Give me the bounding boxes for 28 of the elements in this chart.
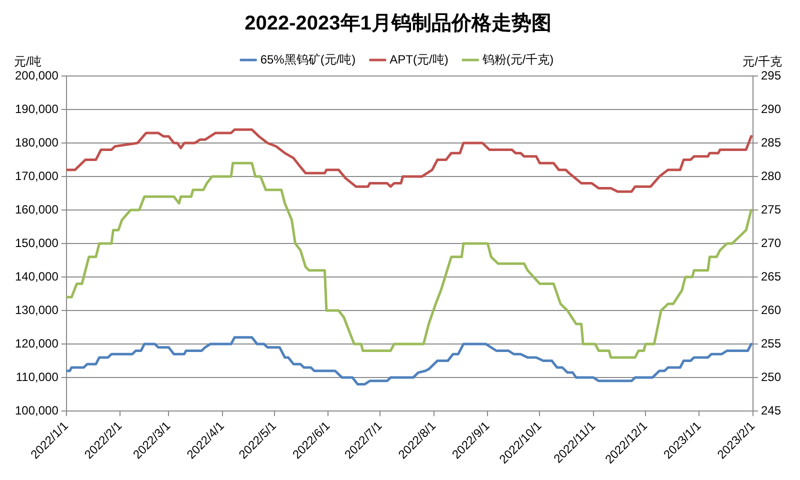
legend-label: APT(元/吨) (390, 52, 448, 66)
y2-tick-label: 250 (760, 370, 782, 384)
legend-label: 65%黑钨矿(元/吨) (260, 52, 356, 66)
y2-tick-label: 265 (760, 269, 782, 284)
y-tick-label: 100,000 (14, 403, 59, 418)
legend-label: 钨粉(元/千克) (481, 52, 554, 66)
y-tick-label: 180,000 (14, 135, 59, 150)
y-tick-label: 190,000 (14, 102, 59, 116)
y-tick-label: 170,000 (14, 168, 59, 183)
y-tick-label: 140,000 (14, 269, 59, 284)
y-tick-label: 160,000 (14, 202, 59, 216)
y2-tick-label: 270 (760, 236, 782, 250)
y2-tick-label: 290 (760, 102, 782, 116)
y-axis-title: 元/吨 (14, 54, 42, 68)
y2-axis-title: 元/千克 (742, 54, 782, 68)
y2-tick-label: 255 (760, 336, 782, 350)
y-tick-label: 110,000 (16, 370, 59, 384)
y-tick-label: 130,000 (14, 302, 59, 317)
y-tick-label: 200,000 (14, 68, 59, 82)
y2-tick-label: 285 (760, 135, 782, 150)
y2-tick-label: 245 (760, 403, 782, 418)
y2-tick-label: 260 (760, 302, 782, 317)
y2-tick-label: 295 (760, 68, 782, 82)
chart-title: 2022-2023年1月钨制品价格走势图 (244, 12, 552, 35)
y2-tick-label: 275 (760, 202, 782, 216)
y-tick-label: 150,000 (14, 236, 59, 250)
y-tick-label: 120,000 (14, 336, 59, 350)
y2-tick-label: 280 (760, 168, 782, 183)
